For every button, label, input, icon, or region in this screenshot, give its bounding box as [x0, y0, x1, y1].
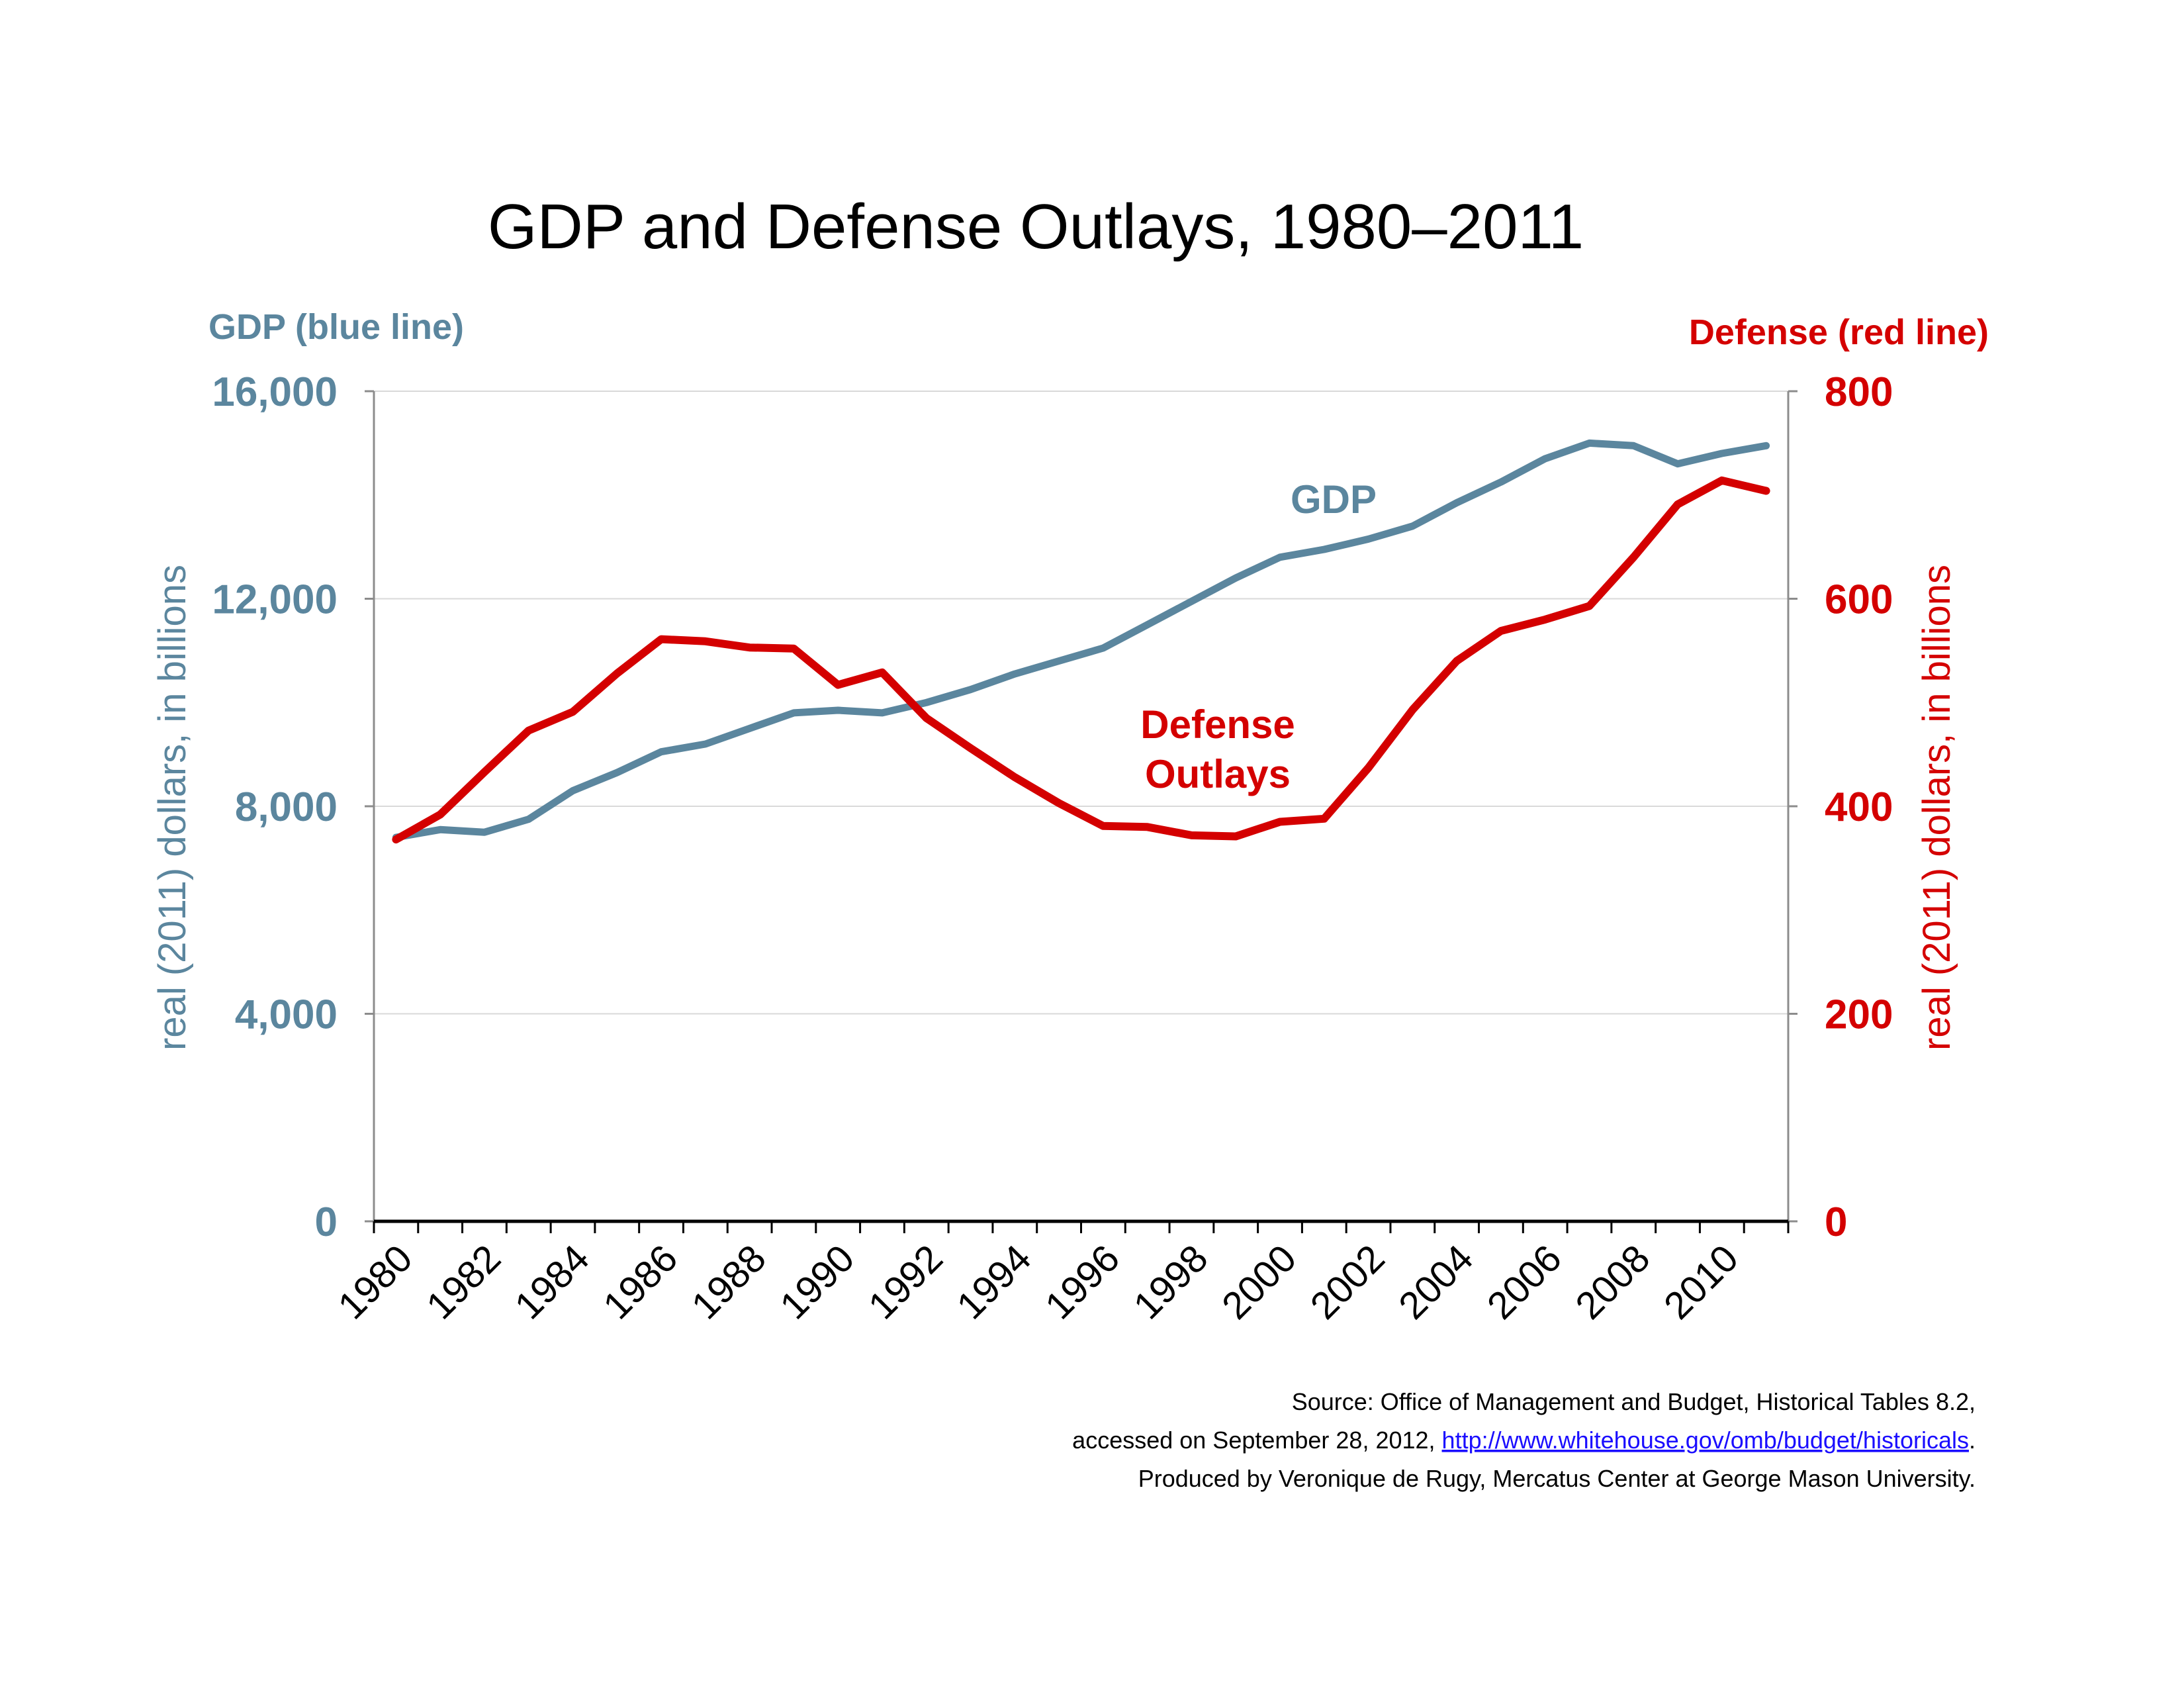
source-line-2: accessed on September 28, 2012, http://w… — [1072, 1427, 1976, 1454]
defense-annotation-line1: Defense — [1140, 702, 1295, 747]
x-tick-label: 1992 — [860, 1237, 951, 1327]
defense-line — [392, 476, 1770, 844]
source-line-2-prefix: accessed on September 28, 2012, — [1072, 1427, 1441, 1454]
gridlines — [374, 391, 1788, 1015]
x-tick-label: 1980 — [330, 1237, 420, 1327]
right-tick-label: 600 — [1825, 577, 1893, 623]
right-axis-ticks: 0 200 400 600 800 — [1788, 369, 1893, 1245]
source-line-1: Source: Office of Management and Budget,… — [1292, 1388, 1976, 1415]
left-tick-label: 16,000 — [212, 369, 338, 415]
source-link[interactable]: http://www.whitehouse.gov/omb/budget/his… — [1442, 1427, 1969, 1454]
x-tick-label: 1998 — [1125, 1237, 1216, 1327]
x-tick-label: 2000 — [1214, 1237, 1304, 1327]
x-tick-label: 1988 — [684, 1237, 774, 1327]
right-tick-label: 0 — [1825, 1199, 1847, 1245]
right-tick-label: 200 — [1825, 992, 1893, 1038]
chart-title: GDP and Defense Outlays, 1980–2011 — [488, 191, 1584, 262]
x-tick-label: 1990 — [772, 1237, 862, 1327]
x-tick-label: 1996 — [1037, 1237, 1128, 1327]
left-tick-label: 12,000 — [212, 577, 338, 623]
source-line-3: Produced by Veronique de Rugy, Mercatus … — [1138, 1465, 1976, 1492]
x-tick-label: 2004 — [1390, 1237, 1481, 1327]
left-tick-label: 0 — [315, 1199, 338, 1245]
x-tick-label: 2002 — [1302, 1237, 1393, 1327]
source-line-2-suffix: . — [1969, 1427, 1976, 1454]
left-axis-label: real (2011) dollars, in billions — [151, 565, 194, 1051]
x-tick-label: 2006 — [1479, 1237, 1570, 1327]
left-axis-header: GDP (blue line) — [208, 307, 464, 347]
defense-annotation-line2: Outlays — [1145, 752, 1291, 796]
right-tick-label: 800 — [1825, 369, 1893, 415]
x-tick-label: 1986 — [595, 1237, 686, 1327]
gdp-annotation: GDP — [1291, 477, 1377, 522]
x-axis-ticks: 1980198219841986198819901992199419961998… — [330, 1221, 1790, 1327]
right-axis-header: Defense (red line) — [1689, 312, 1989, 352]
left-tick-label: 8,000 — [235, 784, 338, 830]
x-tick-label: 1982 — [418, 1237, 509, 1327]
left-axis-ticks: 0 4,000 8,000 12,000 16,000 — [212, 369, 374, 1245]
x-tick-label: 1994 — [948, 1237, 1039, 1327]
x-tick-label: 1984 — [507, 1237, 598, 1327]
series-group — [392, 439, 1770, 844]
right-axis-label: real (2011) dollars, in billions — [1915, 565, 1958, 1051]
gdp-line — [392, 439, 1770, 841]
x-tick-label: 2010 — [1656, 1237, 1747, 1327]
left-tick-label: 4,000 — [235, 992, 338, 1038]
x-tick-label: 2008 — [1567, 1237, 1658, 1327]
right-tick-label: 400 — [1825, 784, 1893, 830]
